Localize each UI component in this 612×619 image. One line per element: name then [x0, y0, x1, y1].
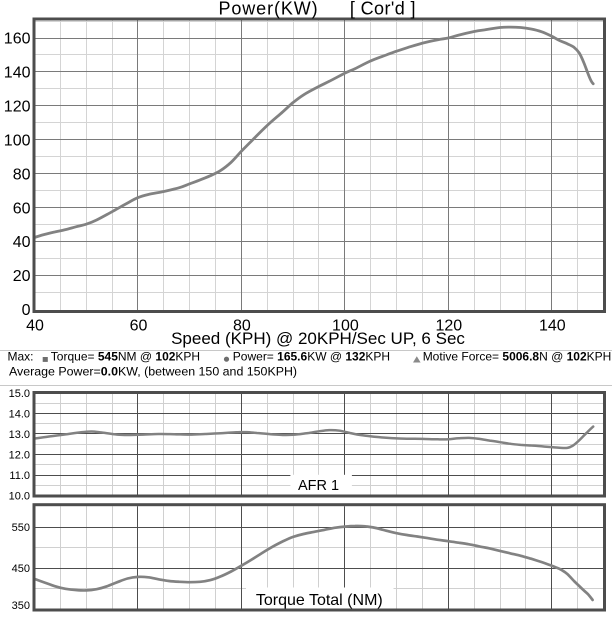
- svg-text:100: 100: [4, 132, 31, 149]
- svg-text:10.0: 10.0: [9, 491, 30, 503]
- svg-text:Motive Force= 5006.8N @ 102KPH: Motive Force= 5006.8N @ 102KPH: [423, 349, 612, 363]
- svg-text:80: 80: [233, 318, 251, 335]
- svg-text:80: 80: [13, 166, 31, 183]
- svg-text:15.0: 15.0: [9, 388, 30, 400]
- svg-text:550: 550: [12, 522, 30, 534]
- svg-text:Max:: Max:: [8, 349, 34, 363]
- svg-text:60: 60: [13, 200, 31, 217]
- svg-text:Average Power=0.0KW, (between: Average Power=0.0KW, (between 150 and 15…: [9, 365, 297, 379]
- svg-text:13.0: 13.0: [9, 429, 30, 441]
- svg-text:40: 40: [26, 318, 44, 335]
- svg-text:40: 40: [13, 234, 31, 251]
- svg-text:140: 140: [4, 65, 31, 82]
- svg-text:Speed (KPH) @ 20KPH/Sec UP, 6: Speed (KPH) @ 20KPH/Sec UP, 6 Sec: [171, 329, 465, 348]
- svg-text:450: 450: [12, 563, 30, 575]
- svg-text:140: 140: [539, 318, 566, 335]
- svg-text:120: 120: [435, 318, 462, 335]
- svg-text:[ Cor'd ]: [ Cor'd ]: [350, 0, 416, 18]
- svg-text:Torque Total (NM): Torque Total (NM): [256, 592, 383, 609]
- svg-text:350: 350: [12, 600, 30, 612]
- svg-text:Torque= 545NM @ 102KPH: Torque= 545NM @ 102KPH: [51, 349, 200, 363]
- svg-text:12.0: 12.0: [9, 450, 30, 462]
- svg-text:11.0: 11.0: [9, 470, 30, 482]
- svg-text:120: 120: [4, 98, 31, 115]
- svg-text:100: 100: [332, 318, 359, 335]
- svg-text:Power(KW): Power(KW): [218, 0, 318, 18]
- svg-text:Power= 165.6KW @ 132KPH: Power= 165.6KW @ 132KPH: [233, 349, 390, 363]
- svg-text:14.0: 14.0: [9, 408, 30, 420]
- svg-text:0: 0: [22, 302, 31, 319]
- svg-text:AFR 1: AFR 1: [298, 478, 339, 494]
- svg-text:60: 60: [130, 318, 148, 335]
- svg-text:20: 20: [13, 268, 31, 285]
- svg-text:160: 160: [4, 31, 31, 48]
